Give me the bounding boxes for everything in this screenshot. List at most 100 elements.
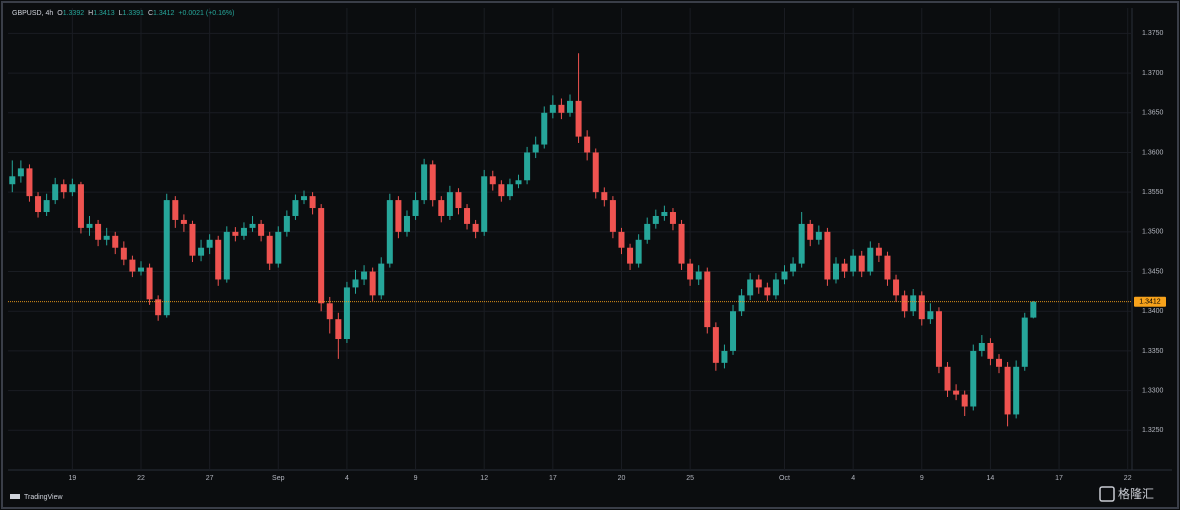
candles — [9, 53, 1037, 427]
candle-body — [807, 223, 814, 240]
ohlc-field: H1.3413 — [88, 10, 114, 17]
candle-body — [95, 223, 102, 240]
candle-body — [953, 390, 960, 395]
x-tick-label: 17 — [549, 475, 557, 482]
x-tick-label: 20 — [618, 475, 626, 482]
candle-body — [644, 223, 651, 240]
x-tick-label: 12 — [480, 475, 488, 482]
y-tick-label: 1.3450 — [1142, 268, 1164, 275]
candle-body — [403, 215, 410, 232]
grid — [8, 8, 1132, 470]
candle-body — [223, 231, 230, 280]
y-tick-label: 1.3250 — [1142, 427, 1164, 434]
field-label: L — [118, 10, 123, 17]
field-value: 1.3392 — [62, 10, 85, 17]
candle-body — [730, 311, 737, 351]
candle-body — [9, 176, 16, 185]
candle-body — [755, 279, 762, 288]
candle-body — [172, 200, 179, 220]
last-price-box — [1134, 296, 1166, 307]
candle-body — [498, 184, 505, 197]
watermark: 格隆汇 — [1118, 486, 1154, 501]
candle-body — [137, 267, 144, 272]
candle-body — [738, 295, 745, 312]
candle-body — [240, 227, 247, 236]
candle-body — [935, 311, 942, 367]
candle-body — [669, 212, 676, 224]
candle-body — [301, 196, 308, 201]
candle-body — [815, 231, 822, 240]
candle-body — [129, 259, 136, 272]
y-tick-label: 1.3300 — [1142, 387, 1164, 394]
candle-body — [996, 358, 1003, 367]
candle-body — [858, 255, 865, 272]
candle-body — [378, 263, 385, 296]
candle-body — [86, 223, 93, 228]
y-tick-label: 1.3400 — [1142, 308, 1164, 315]
candle-body — [824, 231, 831, 280]
x-tick-label: 4 — [345, 475, 349, 482]
candle-body — [215, 239, 222, 280]
candle-body — [541, 112, 548, 145]
candle-body — [163, 200, 170, 316]
candle-body — [515, 180, 522, 185]
candle-body — [429, 164, 436, 201]
candle-body — [910, 295, 917, 312]
candle-body — [764, 287, 771, 296]
candle-body — [361, 271, 368, 280]
candle-body — [352, 279, 359, 288]
y-tick-label: 1.3350 — [1142, 348, 1164, 355]
x-tick-label: 9 — [920, 475, 924, 482]
candle-body — [532, 144, 539, 153]
candle-body — [343, 287, 350, 340]
candle-body — [678, 223, 685, 264]
candle-body — [549, 104, 556, 113]
candle-body — [60, 184, 67, 193]
candle-body — [249, 223, 256, 228]
candle-body — [970, 350, 977, 407]
y-tick-label: 1.3550 — [1142, 189, 1164, 196]
candle-body — [695, 271, 702, 280]
x-tick-label: Sep — [272, 475, 285, 482]
candle-body — [69, 184, 76, 193]
candle-body — [438, 200, 445, 216]
branding: TradingView — [24, 494, 63, 501]
candle-body — [232, 231, 239, 236]
last-price-label: 1.3412 — [1139, 299, 1161, 306]
candle-body — [283, 215, 290, 232]
candle-body — [455, 192, 462, 209]
candle-body — [867, 247, 874, 272]
field-value: 1.3412 — [153, 10, 175, 17]
y-tick-label: 1.3750 — [1142, 30, 1164, 37]
candle-body — [43, 200, 50, 213]
candle-body — [875, 247, 882, 256]
candle-body — [318, 208, 325, 304]
ohlc-field: C1.3412 — [148, 10, 174, 17]
candle-body — [978, 342, 985, 351]
candle-body — [712, 327, 719, 363]
symbol: GBPUSD, 4h — [12, 10, 54, 17]
field-value: 1.3391 — [122, 10, 144, 17]
candle-body — [17, 168, 24, 177]
x-tick-label: 19 — [68, 475, 76, 482]
candle-body — [155, 299, 162, 316]
change: +0.0021 (+0.16%) — [178, 10, 235, 17]
candle-body — [489, 176, 496, 185]
candle-body — [395, 200, 402, 232]
candle-body — [987, 342, 994, 359]
y-tick-label: 1.3500 — [1142, 229, 1164, 236]
candle-body — [524, 152, 531, 181]
ohlc-field: O1.3392 — [57, 10, 84, 17]
candle-body — [893, 279, 900, 296]
x-tick-label: 22 — [137, 475, 145, 482]
candle-body — [446, 192, 453, 216]
candle-body — [1013, 366, 1020, 415]
candle-body — [772, 279, 779, 296]
field-label: O — [57, 10, 63, 17]
x-tick-label: 17 — [1055, 475, 1063, 482]
candle-body — [832, 263, 839, 280]
y-tick-label: 1.3700 — [1142, 70, 1164, 77]
candle-body — [112, 235, 119, 248]
candle-body — [584, 136, 591, 153]
